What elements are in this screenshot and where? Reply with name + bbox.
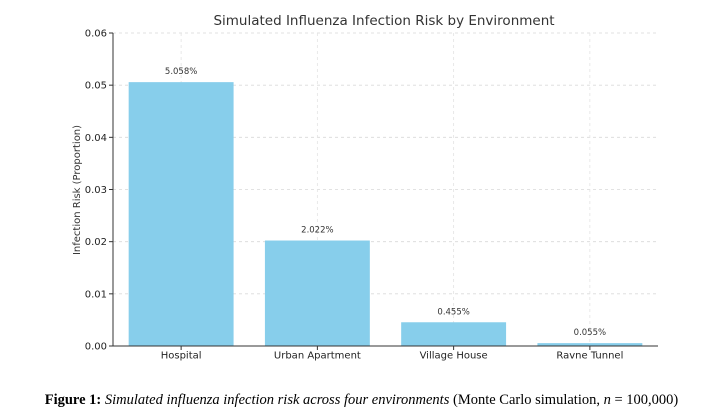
figure-caption-paren: (Monte Carlo simulation,	[452, 392, 604, 408]
y-tick-label: 0.03	[85, 185, 107, 196]
figure-caption: Figure 1: Simulated influenza infection …	[0, 392, 723, 409]
x-tick-label: Village House	[420, 351, 488, 362]
bar-ravne-tunnel	[537, 343, 643, 346]
bar-hospital	[128, 82, 234, 347]
figure-caption-n-variable: n	[603, 392, 611, 408]
bar-chart: Simulated Influenza Infection Risk by En…	[72, 13, 658, 362]
bar-value-label: 0.055%	[574, 328, 606, 338]
bars	[128, 82, 643, 347]
x-tick-label: Urban Apartment	[274, 351, 361, 362]
bar-value-label: 5.058%	[165, 67, 197, 77]
bar-value-label: 0.455%	[437, 307, 469, 317]
y-tick-label: 0.05	[85, 81, 107, 92]
figure-caption-n-value: = 100,000)	[610, 392, 679, 408]
chart-title: Simulated Influenza Infection Risk by En…	[213, 13, 554, 29]
value-labels: 5.058% 2.022% 0.455% 0.055%	[165, 67, 606, 338]
y-tick-label: 0.06	[85, 29, 107, 40]
y-tick-label: 0.04	[85, 133, 107, 144]
y-tick-label: 0.02	[85, 237, 107, 248]
bar-urban-apartment	[264, 240, 370, 346]
x-tick-label: Hospital	[161, 351, 202, 362]
axes: 0.00 0.01 0.02 0.03 0.04 0.05 0.06 Hospital Urba…	[85, 29, 658, 362]
y-axis-label: Infection Risk (Proportion)	[72, 125, 83, 255]
y-tick-label: 0.00	[85, 342, 107, 353]
bar-village-house	[401, 322, 507, 346]
bar-value-label: 2.022%	[301, 226, 333, 236]
x-tick-label: Ravne Tunnel	[556, 351, 623, 362]
y-tick-label: 0.01	[85, 289, 107, 300]
figure-caption-label: Figure 1:	[44, 392, 102, 408]
figure-caption-text: Simulated influenza infection risk acros…	[104, 392, 450, 408]
